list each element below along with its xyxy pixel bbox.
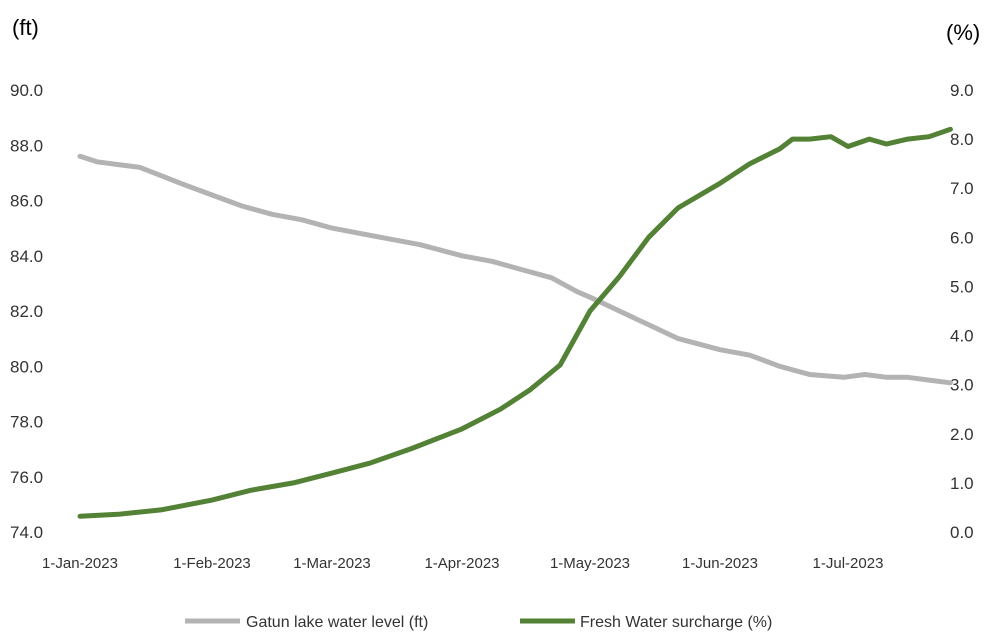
x-tick-label: 1-Jul-2023	[813, 555, 884, 572]
left-tick-label: 82.0	[10, 302, 43, 321]
x-tick-label: 1-Feb-2023	[173, 555, 251, 572]
right-tick-label: 2.0	[950, 425, 974, 444]
left-tick-label: 88.0	[10, 136, 43, 155]
x-tick-label: 1-May-2023	[550, 555, 630, 572]
x-tick-label: 1-Jun-2023	[682, 555, 758, 572]
left-tick-label: 78.0	[10, 413, 43, 432]
right-tick-label: 1.0	[950, 474, 974, 493]
series-line-gatun-water-level	[77, 153, 953, 386]
x-tick-label: 1-Jan-2023	[42, 555, 118, 572]
series-layer	[77, 126, 953, 519]
series-line-fresh-water-surcharge	[77, 126, 953, 519]
right-tick-label: 6.0	[950, 228, 974, 247]
right-tick-label: 9.0	[950, 81, 974, 100]
left-tick-label: 84.0	[10, 247, 43, 266]
right-tick-label: 8.0	[950, 130, 974, 149]
right-axis-ticks: 0.0 1.0 2.0 3.0 4.0 5.0 6.0 7.0 8.0 9.0	[950, 81, 974, 542]
right-tick-label: 4.0	[950, 327, 974, 346]
left-tick-label: 76.0	[10, 468, 43, 487]
legend: Gatun lake water level (ft) Fresh Water …	[185, 614, 772, 631]
legend-label-surcharge: Fresh Water surcharge (%)	[580, 614, 772, 631]
left-axis-ticks: 74.0 76.0 78.0 80.0 82.0 84.0 86.0 88.0 90.0	[10, 81, 43, 542]
left-axis-unit-label: (ft)	[12, 15, 39, 40]
x-tick-label: 1-Apr-2023	[424, 555, 499, 572]
left-tick-label: 74.0	[10, 523, 43, 542]
left-tick-label: 90.0	[10, 81, 43, 100]
x-axis-ticks: 1-Jan-2023 1-Feb-2023 1-Mar-2023 1-Apr-2023…	[42, 555, 883, 572]
x-tick-label: 1-Mar-2023	[293, 555, 371, 572]
right-tick-label: 0.0	[950, 523, 974, 542]
right-axis-unit-label: (%)	[946, 20, 980, 45]
legend-label-gatun: Gatun lake water level (ft)	[246, 614, 428, 631]
right-tick-label: 7.0	[950, 179, 974, 198]
right-tick-label: 5.0	[950, 277, 974, 296]
left-tick-label: 80.0	[10, 357, 43, 376]
left-tick-label: 86.0	[10, 192, 43, 211]
right-tick-label: 3.0	[950, 376, 974, 395]
